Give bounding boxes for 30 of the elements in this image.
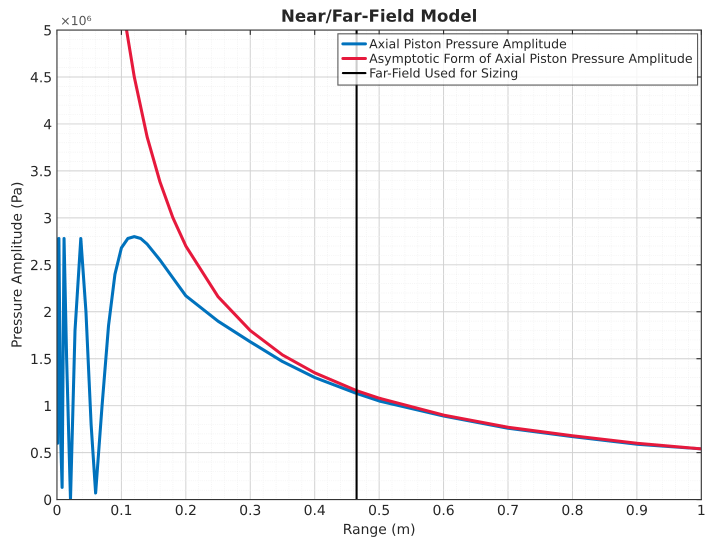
chart-title: Near/Far-Field Model [282, 9, 476, 24]
y-tick-label: 0 [44, 494, 52, 506]
text: ×10⁶ [62, 16, 92, 26]
x-axis-title: Range (m) [344, 523, 414, 537]
x-tick-label: 1 [698, 504, 704, 516]
ref-line-label: Far-Field Used for Sizing [370, 68, 518, 80]
x-tick-label: 0.7 [498, 504, 518, 516]
y-tick-label: 3 [44, 212, 51, 224]
y-tick-label: 4 [44, 119, 52, 130]
y-axis-title: Pressure Amplitude (Pa) [11, 182, 24, 347]
legend-label: Axial Piston Pressure Amplitude [369, 38, 566, 51]
y-tick-label: 2 [44, 306, 51, 318]
x-tick-label: 0.9 [626, 504, 647, 516]
x-tick-label: 0.6 [433, 504, 454, 516]
line-series [125, 30, 702, 450]
x-tick-label: 0.8 [562, 504, 583, 516]
y-tick-label: 5 [44, 25, 51, 36]
x-tick-label: 0 [53, 504, 60, 516]
y-tick-label: 0.5 [30, 448, 51, 458]
x-tick-label: 0.3 [240, 504, 260, 516]
x-tick-label: 0.5 [369, 504, 389, 516]
x-tick-label: 0.2 [176, 504, 196, 516]
y-tick-label: 2.5 [31, 260, 51, 270]
x-tick-label: 0.1 [111, 504, 132, 516]
y-tick-label: 4.5 [30, 72, 51, 82]
y-tick-label: 3.5 [31, 166, 51, 176]
y-tick-label: 1.5 [32, 354, 51, 364]
legend-label: Asymptotic Form of Axial Piston Pressure Amplitude [369, 53, 692, 66]
y-tick-label: 1 [44, 400, 51, 411]
x-tick-label: 0.4 [304, 504, 325, 516]
